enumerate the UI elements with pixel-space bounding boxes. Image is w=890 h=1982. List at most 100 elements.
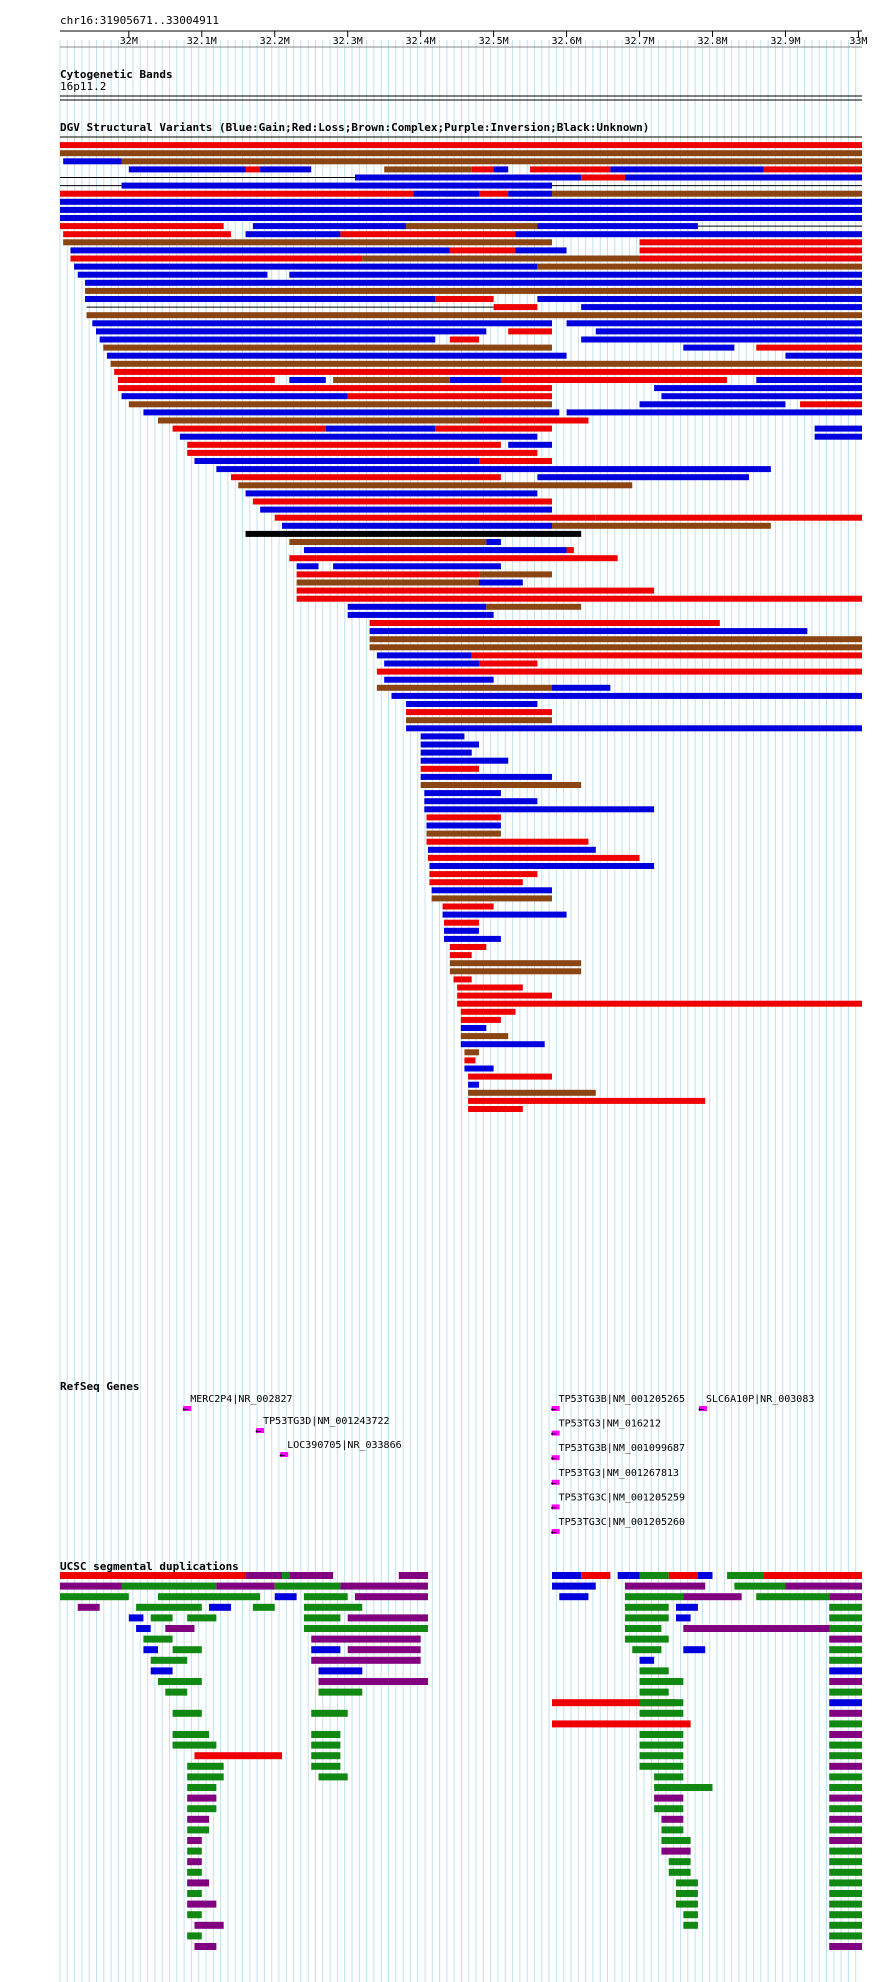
dgv-variant-feature[interactable] (376, 668, 862, 675)
segdup-feature[interactable] (763, 1572, 862, 1579)
segdup-feature[interactable] (551, 1720, 677, 1728)
segdup-feature[interactable] (668, 1572, 698, 1579)
segdup-feature[interactable] (654, 1784, 713, 1791)
segdup-feature[interactable] (311, 1752, 341, 1760)
dgv-variant-feature[interactable] (566, 279, 862, 286)
dgv-variant-feature[interactable] (595, 514, 862, 521)
dgv-variant-feature[interactable] (468, 1089, 596, 1096)
segdup-feature[interactable] (829, 1868, 862, 1876)
dgv-variant-feature[interactable] (406, 709, 552, 716)
segdup-feature[interactable] (551, 1699, 677, 1707)
segdup-feature[interactable] (311, 1635, 421, 1643)
dgv-variant-feature[interactable] (420, 782, 582, 788)
dgv-variant-feature[interactable] (800, 401, 862, 408)
dgv-variant-feature[interactable] (435, 425, 552, 432)
dgv-variant-feature[interactable] (245, 490, 538, 497)
segdup-feature[interactable] (654, 1805, 684, 1813)
gene-feature[interactable] (551, 1529, 560, 1534)
dgv-variant-feature[interactable] (479, 417, 589, 424)
dgv-variant-feature[interactable] (464, 1057, 476, 1064)
dgv-variant-feature[interactable] (117, 377, 275, 383)
segdup-feature[interactable] (734, 1582, 786, 1590)
dgv-variant-feature[interactable] (103, 344, 552, 351)
segdup-feature[interactable] (697, 1572, 713, 1579)
segdup-feature[interactable] (187, 1762, 224, 1770)
segdup-feature[interactable] (318, 1667, 363, 1675)
dgv-variant-feature[interactable] (429, 879, 523, 886)
segdup-feature[interactable] (624, 1635, 669, 1643)
dgv-variant-feature[interactable] (60, 190, 414, 197)
dgv-variant-feature[interactable] (121, 182, 552, 189)
dgv-variant-feature[interactable] (238, 482, 633, 489)
dgv-variant-feature[interactable] (500, 377, 728, 383)
dgv-variant-feature[interactable] (117, 385, 552, 392)
segdup-feature[interactable] (829, 1656, 862, 1664)
dgv-variant-feature[interactable] (369, 644, 862, 651)
dgv-variant-feature[interactable] (426, 822, 501, 829)
dgv-variant-feature[interactable] (406, 725, 862, 732)
dgv-variant-feature[interactable] (252, 223, 407, 230)
dgv-variant-feature[interactable] (60, 206, 862, 213)
dgv-variant-feature[interactable] (610, 166, 764, 173)
gene-feature[interactable] (551, 1430, 560, 1436)
dgv-variant-feature[interactable] (426, 830, 501, 837)
dgv-variant-feature[interactable] (260, 506, 552, 513)
dgv-variant-feature[interactable] (471, 652, 862, 659)
dgv-variant-feature[interactable] (460, 1016, 501, 1023)
dgv-variant-feature[interactable] (479, 579, 523, 586)
segdup-feature[interactable] (639, 1678, 684, 1685)
dgv-variant-feature[interactable] (325, 425, 436, 432)
segdup-feature[interactable] (683, 1921, 698, 1929)
segdup-feature[interactable] (676, 1879, 698, 1887)
dgv-variant-feature[interactable] (60, 223, 224, 230)
dgv-variant-feature[interactable] (420, 733, 465, 740)
segdup-feature[interactable] (829, 1635, 862, 1643)
dgv-variant-feature[interactable] (486, 611, 494, 618)
segdup-feature[interactable] (727, 1572, 764, 1579)
dgv-variant-feature[interactable] (420, 741, 480, 748)
segdup-feature[interactable] (121, 1582, 217, 1590)
dgv-variant-feature[interactable] (435, 296, 494, 302)
segdup-feature[interactable] (187, 1805, 217, 1813)
segdup-feature[interactable] (187, 1826, 210, 1834)
segdup-feature[interactable] (654, 1773, 684, 1781)
segdup-feature[interactable] (187, 1837, 202, 1844)
dgv-variant-feature[interactable] (624, 174, 862, 181)
segdup-feature[interactable] (676, 1720, 691, 1728)
segdup-feature[interactable] (347, 1646, 421, 1654)
dgv-variant-feature[interactable] (530, 166, 611, 173)
segdup-feature[interactable] (654, 1794, 684, 1802)
dgv-variant-feature[interactable] (384, 660, 480, 667)
dgv-variant-feature[interactable] (566, 547, 574, 554)
dgv-variant-feature[interactable] (814, 425, 862, 432)
dgv-variant-feature[interactable] (479, 660, 538, 667)
segdup-feature[interactable] (639, 1667, 669, 1675)
segdup-feature[interactable] (136, 1603, 202, 1611)
segdup-feature[interactable] (187, 1773, 224, 1781)
dgv-variant-feature[interactable] (515, 247, 567, 254)
dgv-variant-feature[interactable] (431, 895, 552, 902)
segdup-feature[interactable] (187, 1932, 202, 1940)
segdup-feature[interactable] (187, 1614, 217, 1622)
segdup-feature[interactable] (274, 1593, 297, 1601)
dgv-variant-feature[interactable] (449, 968, 582, 975)
dgv-variant-feature[interactable] (282, 522, 552, 529)
dgv-variant-feature[interactable] (424, 806, 655, 813)
gene-feature[interactable] (551, 1406, 560, 1411)
dgv-variant-feature[interactable] (289, 377, 326, 383)
dgv-variant-feature[interactable] (479, 458, 552, 464)
segdup-feature[interactable] (785, 1582, 862, 1590)
dgv-variant-feature[interactable] (427, 846, 596, 853)
segdup-feature[interactable] (668, 1868, 691, 1876)
segdup-feature[interactable] (829, 1911, 862, 1919)
dgv-variant-feature[interactable] (63, 231, 231, 238)
segdup-feature[interactable] (639, 1572, 669, 1579)
segdup-feature[interactable] (252, 1603, 275, 1611)
dgv-variant-feature[interactable] (333, 563, 501, 570)
dgv-variant-feature[interactable] (639, 401, 786, 408)
segdup-feature[interactable] (676, 1890, 698, 1897)
segdup-feature[interactable] (143, 1646, 159, 1654)
segdup-feature[interactable] (551, 1582, 596, 1590)
segdup-feature[interactable] (639, 1656, 655, 1664)
segdup-feature[interactable] (624, 1603, 669, 1611)
